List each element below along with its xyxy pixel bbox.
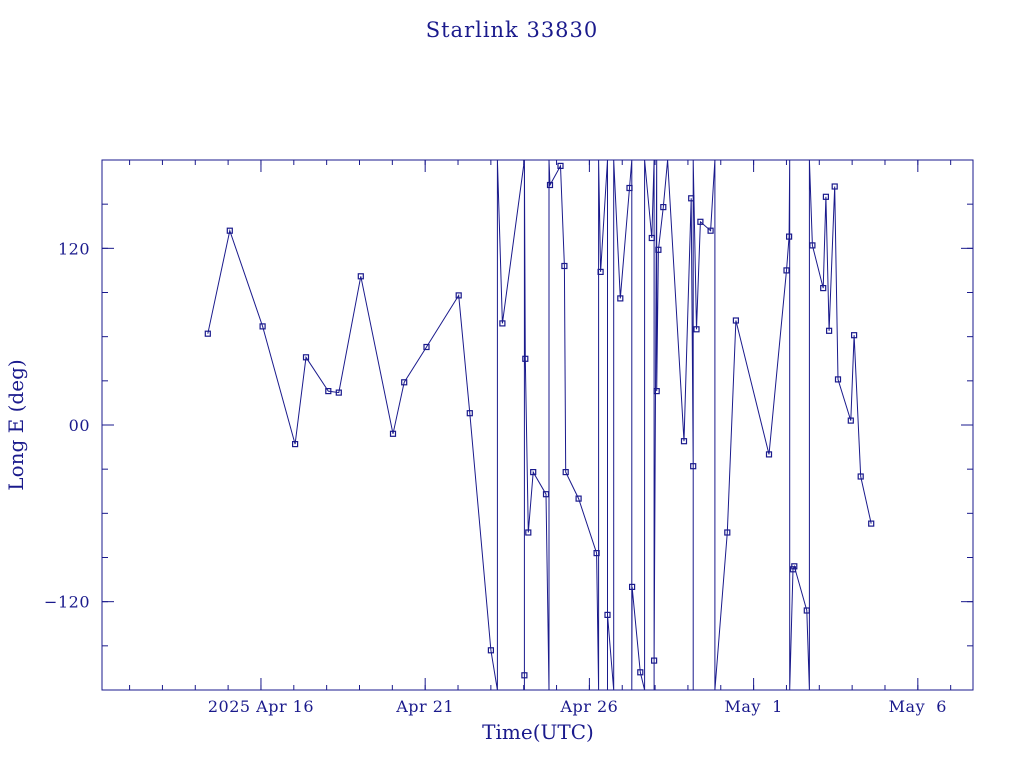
data-point [660,204,667,211]
chart-title: Starlink 33830 [426,18,599,42]
data-point [628,583,636,591]
data-point [499,320,506,327]
data-point [820,285,827,292]
data-point [292,441,299,448]
data-point [648,234,655,242]
data-point [822,193,830,200]
data-point [226,227,233,234]
data-point [423,343,430,351]
x-tick-label: May 1 [724,697,782,716]
data-point [604,611,611,619]
data-point [825,327,833,334]
data-point [850,332,858,339]
data-point [626,184,633,192]
data-point [680,438,688,445]
data-point [791,563,798,570]
data-point [597,268,604,275]
series-line [207,160,872,690]
data-point [325,388,332,395]
x-tick-label: Apr 21 [395,697,454,716]
data-point [857,473,864,480]
data-point [655,246,662,253]
data-point [487,647,494,654]
data-point [455,292,462,299]
data-point [831,183,838,190]
data-point [557,162,564,169]
y-tick-label: 120 [58,239,90,258]
axis-ticks [102,159,973,691]
data-point [522,355,529,362]
data-point [525,529,532,536]
series-layer [204,160,875,690]
x-tick-label: 2025 Apr 16 [208,697,314,716]
data-point [575,495,582,502]
data-point [868,520,875,527]
x-tick-label: May 6 [889,697,947,716]
data-point [724,529,731,536]
y-tick-label: 00 [69,416,90,435]
data-point [466,410,473,417]
data-point [335,389,342,396]
y-axis-label: Long E (deg) [4,359,28,490]
data-point [707,227,714,234]
data-point [302,354,310,361]
data-point [561,262,568,270]
data-point [259,323,266,330]
data-point [732,317,740,324]
plot-area: 2025 Apr 16 Apr 21 Apr 26 May 1 May 6 −120 00 1… [44,159,974,716]
data-point [803,607,810,614]
data-point [650,657,658,664]
data-point [542,491,550,498]
data-point [834,376,842,383]
data-point [593,549,600,557]
x-tick-label: Apr 26 [559,697,618,716]
data-point [847,417,854,424]
data-point [637,669,644,676]
data-point [809,242,816,249]
y-tick-label: −120 [44,593,90,612]
data-point [530,469,537,476]
data-point [653,388,660,395]
data-point [690,463,697,470]
data-point [688,195,695,202]
data-point [546,181,554,189]
data-point [401,379,408,386]
data-point [765,451,773,458]
data-point [783,267,790,274]
data-point [785,233,793,240]
axis-tick-labels: 2025 Apr 16 Apr 21 Apr 26 May 1 May 6 −120 00 1… [44,239,947,716]
data-point [693,326,700,333]
data-point [357,273,364,280]
x-axis-label: Time(UTC) [482,720,594,744]
data-point [204,330,211,337]
data-point [617,295,624,302]
data-point [697,218,704,225]
data-point [562,469,569,476]
data-point [521,672,528,679]
data-point [389,430,397,437]
